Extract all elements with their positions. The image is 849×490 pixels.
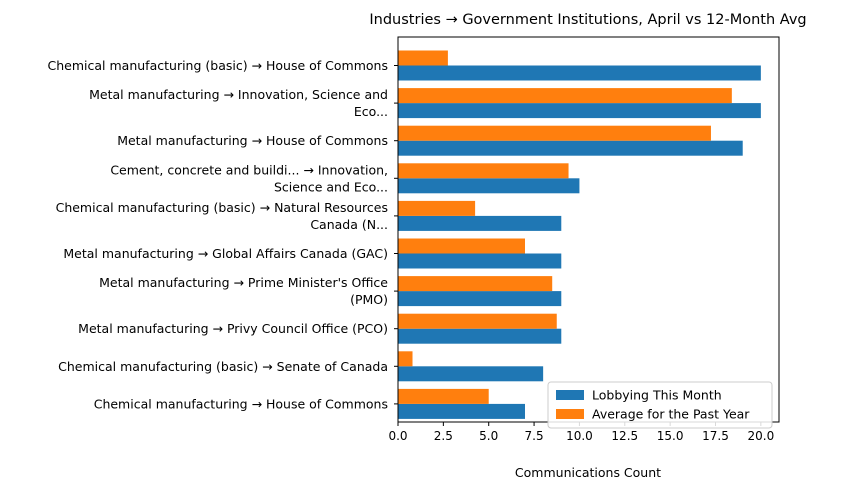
bar-past-year-avg-7 — [398, 313, 557, 329]
bar-this-month-9 — [398, 403, 525, 419]
bar-this-month-5 — [398, 253, 562, 269]
category-label-3-line0: Cement, concrete and buildi... → Innovat… — [110, 162, 388, 177]
bar-this-month-2 — [398, 140, 743, 156]
x-tick-label-4: 10.0 — [566, 429, 593, 443]
bar-past-year-avg-5 — [398, 238, 525, 254]
chart-title: Industries → Government Institutions, Ap… — [369, 12, 806, 28]
category-label-9: Chemical manufacturing → House of Common… — [94, 396, 388, 411]
category-label-6-line1: (PMO) — [350, 292, 388, 307]
x-tick-label-3: 7.5 — [525, 429, 544, 443]
x-axis-title: Communications Count — [515, 465, 661, 480]
bar-this-month-0 — [398, 65, 761, 81]
bar-past-year-avg-4 — [398, 200, 476, 216]
x-tick-label-1: 2.5 — [434, 429, 453, 443]
legend: Lobbying This Month Average for the Past … — [547, 381, 773, 429]
category-label-2: Metal manufacturing → House of Commons — [117, 133, 388, 148]
legend-label-this-month: Lobbying This Month — [592, 388, 722, 403]
bar-this-month-6 — [398, 291, 562, 307]
category-label-1-line0: Metal manufacturing → Innovation, Scienc… — [89, 87, 388, 102]
category-labels: Chemical manufacturing (basic) → House o… — [48, 58, 398, 411]
bar-this-month-8 — [398, 366, 544, 382]
x-ticks: 0.0 2.5 5.0 7.5 10.0 12.5 15.0 17.5 20.0 — [388, 422, 774, 443]
category-label-6-line0: Metal manufacturing → Prime Minister's O… — [99, 275, 388, 290]
bar-past-year-avg-0 — [398, 50, 448, 66]
bar-this-month-3 — [398, 178, 580, 194]
bar-this-month-1 — [398, 103, 761, 119]
bar-past-year-avg-8 — [398, 351, 413, 367]
legend-swatch-this-month — [556, 390, 584, 400]
category-label-0: Chemical manufacturing (basic) → House o… — [48, 58, 388, 73]
bar-past-year-avg-2 — [398, 125, 711, 141]
x-tick-label-2: 5.0 — [479, 429, 498, 443]
category-label-8: Chemical manufacturing (basic) → Senate … — [58, 359, 388, 374]
x-tick-label-8: 20.0 — [747, 429, 774, 443]
category-label-1-line1: Eco... — [354, 104, 388, 119]
bar-past-year-avg-3 — [398, 163, 569, 179]
bar-past-year-avg-9 — [398, 388, 489, 404]
bars-group — [398, 50, 761, 419]
legend-box — [547, 381, 773, 429]
x-tick-label-7: 17.5 — [702, 429, 729, 443]
x-tick-label-0: 0.0 — [388, 429, 407, 443]
legend-label-past-year-avg: Average for the Past Year — [592, 407, 750, 422]
bar-past-year-avg-6 — [398, 276, 553, 292]
bar-this-month-7 — [398, 328, 562, 344]
category-label-4-line0: Chemical manufacturing (basic) → Natural… — [56, 200, 388, 215]
x-tick-label-5: 12.5 — [611, 429, 638, 443]
category-label-4-line1: Canada (N... — [310, 217, 388, 232]
bar-this-month-4 — [398, 215, 562, 231]
category-label-5: Metal manufacturing → Global Affairs Can… — [63, 246, 388, 261]
category-label-7: Metal manufacturing → Privy Council Offi… — [78, 321, 388, 336]
bar-past-year-avg-1 — [398, 88, 732, 104]
legend-swatch-past-year-avg — [556, 409, 584, 419]
x-tick-label-6: 15.0 — [657, 429, 684, 443]
category-label-3-line1: Science and Eco... — [274, 179, 388, 194]
